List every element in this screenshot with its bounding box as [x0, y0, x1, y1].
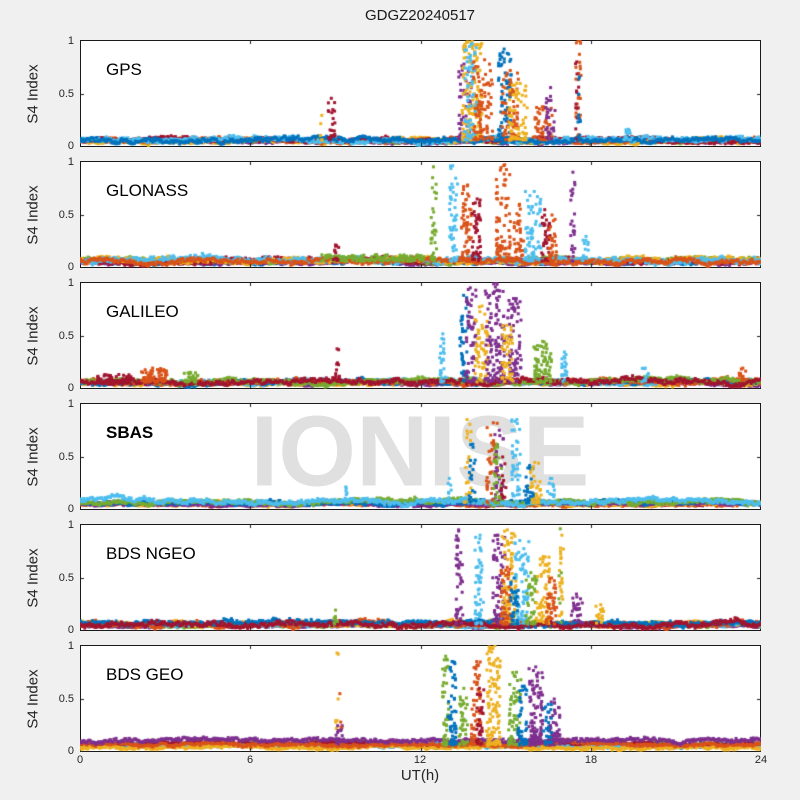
x-tick-label: 6 — [246, 754, 254, 766]
scatter-canvas-sbas — [80, 403, 761, 510]
scatter-canvas-bds-geo — [80, 645, 761, 752]
panel-label-bds-geo: BDS GEO — [106, 665, 184, 684]
panel-label-bds-ngeo: BDS NGEO — [106, 544, 196, 563]
panel-label-gps: GPS — [106, 60, 142, 79]
y-tick-label: 1 — [67, 519, 74, 531]
x-tick-label: 18 — [584, 754, 598, 766]
y-axis-label: S4 Index — [24, 63, 42, 124]
y-tick-label: 0.5 — [58, 692, 74, 705]
y-tick-label: 0 — [67, 503, 74, 515]
scatter-canvas-glonass — [80, 161, 761, 268]
y-tick-label: 1 — [67, 398, 74, 410]
panel-label-galileo: GALILEO — [106, 302, 179, 321]
x-tick-label: 12 — [413, 754, 427, 766]
y-tick-label: 1 — [67, 35, 74, 47]
y-tick-label: 0 — [67, 745, 74, 757]
scatter-canvas-bds-ngeo — [80, 524, 761, 631]
y-axis-label: S4 Index — [24, 184, 42, 245]
y-tick-label: 0 — [67, 140, 74, 152]
y-tick-label: 0.5 — [58, 329, 74, 342]
chart-title: GDGZ20240517 — [364, 7, 476, 24]
y-axis-label: S4 Index — [24, 305, 42, 366]
y-tick-label: 1 — [67, 640, 74, 652]
scatter-canvas-galileo — [80, 282, 761, 389]
y-axis-label: S4 Index — [24, 668, 42, 729]
y-tick-label: 0.5 — [58, 87, 74, 100]
y-tick-label: 0.5 — [58, 450, 74, 463]
x-tick-label: 24 — [754, 754, 768, 766]
y-tick-label: 0 — [67, 382, 74, 394]
panel-label-sbas: SBAS — [106, 423, 154, 442]
y-tick-label: 1 — [67, 156, 74, 168]
y-axis-label: S4 Index — [24, 547, 42, 608]
y-tick-label: 1 — [67, 277, 74, 289]
panel-label-glonass: GLONASS — [106, 181, 189, 200]
y-tick-label: 0.5 — [58, 571, 74, 584]
y-axis-label: S4 Index — [24, 426, 42, 487]
y-tick-label: 0 — [67, 261, 74, 273]
x-tick-label: 0 — [76, 754, 84, 766]
scatter-canvas-gps — [80, 40, 761, 147]
y-tick-label: 0 — [67, 624, 74, 636]
y-tick-label: 0.5 — [58, 208, 74, 221]
x-axis-label: UT(h) — [400, 767, 440, 784]
